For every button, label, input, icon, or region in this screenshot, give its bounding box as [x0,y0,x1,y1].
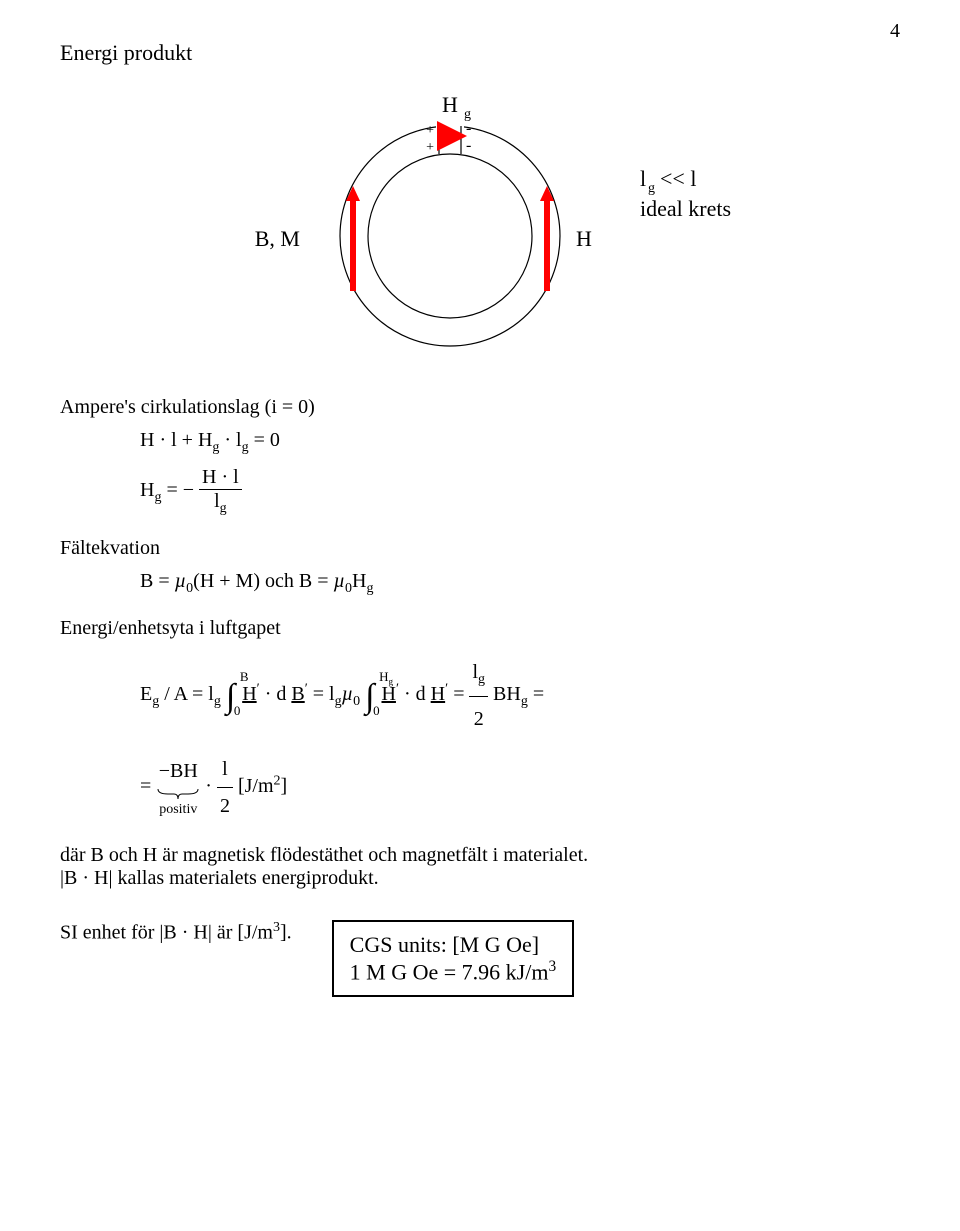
eq2-den: lg [199,490,242,517]
eq4-E: E [140,683,152,705]
eq2-den-sub: g [220,501,227,516]
cgs-box: CGS units: [M G Oe] 1 M G Oe = 7.96 kJ/m… [332,920,575,997]
si-line: SI enhet för |B · H| är [J/m3]. [60,920,292,945]
cgs-line2-sup: 3 [548,958,556,975]
eq5-underbrace: −BH positiv [156,753,200,822]
eq5-minus: − [159,760,170,782]
eq3-H: H [352,570,366,592]
eq4-mu: µ [342,683,354,705]
eq4-p4: ′ [445,681,448,696]
eq4-BHg: g [521,694,528,709]
eq4-int2-g: g [389,677,394,687]
eq3-sub02: 0 [345,581,352,596]
eq5-close: ] [281,775,288,797]
eq4-int1-top: B [240,663,249,692]
eq4: Eg / A = lg B ∫ 0 H′ · d B′ = lgµ0 Hg ∫ … [140,650,900,741]
page-number: 4 [890,20,900,43]
eq1-end: = 0 [249,429,280,451]
eq1-sub2: g [242,440,249,455]
eq2: Hg = − H · l lg [140,466,900,517]
si-pre: SI enhet för |B · H| är [J/m [60,921,273,943]
eq4-int1-bot: 0 [234,697,241,726]
eq4-eql: = l [308,683,335,705]
cgs-line2-pre: 1 M G Oe = 7.96 kJ/m [350,959,549,984]
eq4-mu0: 0 [353,694,360,709]
si-sup: 3 [273,920,280,935]
eq5-unit: [J/m [238,775,274,797]
svg-text:l: l [640,166,646,191]
eq5-ub-top: −BH [156,753,200,789]
ampere-heading: Ampere's cirkulationslag (i = 0) [60,396,900,419]
energy-heading: Energi/enhetsyta i luftgapet [60,617,900,640]
cgs-line2: 1 M G Oe = 7.96 kJ/m3 [350,958,557,985]
eq3-mu: µ [175,570,187,592]
eq1-part1: H · l + H [140,429,212,451]
svg-text:+: + [426,123,434,138]
body-bh: |B · H| kallas materialets energiprodukt… [60,867,900,890]
eq4-lg2: g [335,694,342,709]
eq5-mul: · [205,775,217,797]
eq3-g: g [366,581,373,596]
eq5: = −BH positiv · l 2 [J/m2] [140,751,900,824]
eq2-lhs: H [140,479,154,501]
eq4-int1: B ∫ 0 [226,673,235,717]
eq4-slash: / A = l [159,683,214,705]
eq4-Bu: B [291,683,304,705]
eq2-num: H · l [199,466,242,490]
title: Energi produkt [60,40,900,66]
eq3-och: och [260,570,299,592]
eq4-dB: · d [260,683,292,705]
eq3-mu2: µ [334,570,346,592]
eq5-den: 2 [217,788,233,824]
svg-text:ideal krets: ideal krets [640,196,731,221]
eq2-eq: = − [161,479,194,501]
eq4-BH: BH [493,683,521,705]
svg-text:+: + [426,140,434,155]
eq5-sup: 2 [274,773,281,788]
svg-text:g: g [648,181,655,196]
eq4-Hu3: H [431,683,445,705]
eq4-int2: Hg ∫ 0 [365,673,374,717]
eq4-lg1: g [214,694,221,709]
eq3-B: B = [140,570,175,592]
eq4-int2-top: Hg [379,663,393,692]
eq5-positiv: positiv [156,797,200,822]
eq1: H · l + Hg · lg = 0 [140,429,900,456]
eq3: B = µ0(H + M) och B = µ0Hg [140,570,900,597]
svg-text:<< l: << l [660,166,696,191]
eq5-frac: l 2 [217,751,233,824]
eq4-dH: · d [399,683,431,705]
eq4-int2-H: H [379,669,388,684]
eq3-paren: (H + M) [193,570,260,592]
eq4-int2-bot: 0 [373,697,380,726]
svg-text:H: H [442,92,458,117]
svg-text:g: g [464,107,471,122]
svg-text:H: H [576,226,592,251]
svg-text:-: - [466,120,471,137]
eq5-eq: = [140,775,156,797]
eq5-num: l [217,751,233,788]
svg-text:B, M: B, M [255,226,300,251]
eq1-mid: · l [219,429,241,451]
eq4-frac-den: 2 [469,697,488,741]
underbrace-icon [156,789,200,797]
si-post: ]. [280,921,292,943]
ring-diagram: + + - - H g B, M H l g << l ideal krets [240,76,740,376]
body-dar: där B och H är magnetisk flödestäthet oc… [60,844,900,867]
eq2-frac: H · l lg [199,466,242,517]
eq4-frac-num: lg [469,650,488,697]
eq4-end: = [528,683,544,705]
eq4-fracg: g [478,672,485,687]
cgs-line1: CGS units: [M G Oe] [350,932,557,958]
eq4-frac: lg 2 [469,650,488,741]
eq5-BH: BH [170,760,198,782]
svg-text:-: - [466,137,471,154]
field-heading: Fältekvation [60,537,900,560]
eq3-B2: B = [299,570,334,592]
